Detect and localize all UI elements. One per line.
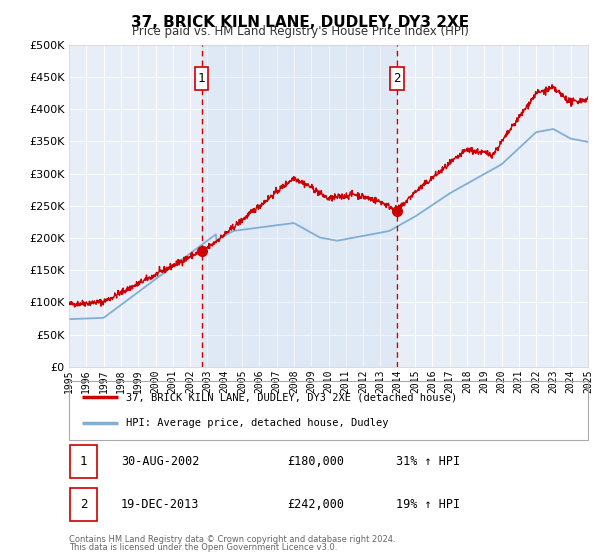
FancyBboxPatch shape [391, 67, 404, 90]
Text: £180,000: £180,000 [287, 455, 344, 468]
Text: 19% ↑ HPI: 19% ↑ HPI [396, 498, 460, 511]
Text: 37, BRICK KILN LANE, DUDLEY, DY3 2XE (detached house): 37, BRICK KILN LANE, DUDLEY, DY3 2XE (de… [126, 392, 457, 402]
Text: 1: 1 [80, 455, 87, 468]
Bar [202, 45, 397, 367]
Text: This data is licensed under the Open Government Licence v3.0.: This data is licensed under the Open Gov… [69, 543, 337, 552]
Text: 2: 2 [393, 72, 401, 85]
Text: HPI: Average price, detached house, Dudley: HPI: Average price, detached house, Dudl… [126, 418, 389, 428]
Text: 2: 2 [80, 498, 87, 511]
Text: 19-DEC-2013: 19-DEC-2013 [121, 498, 199, 511]
Text: £242,000: £242,000 [287, 498, 344, 511]
FancyBboxPatch shape [70, 488, 97, 521]
Text: 37, BRICK KILN LANE, DUDLEY, DY3 2XE: 37, BRICK KILN LANE, DUDLEY, DY3 2XE [131, 15, 469, 30]
Text: 30-AUG-2002: 30-AUG-2002 [121, 455, 199, 468]
Text: Price paid vs. HM Land Registry's House Price Index (HPI): Price paid vs. HM Land Registry's House … [131, 25, 469, 38]
Text: Contains HM Land Registry data © Crown copyright and database right 2024.: Contains HM Land Registry data © Crown c… [69, 535, 395, 544]
Text: 1: 1 [198, 72, 205, 85]
FancyBboxPatch shape [70, 445, 97, 478]
Text: 31% ↑ HPI: 31% ↑ HPI [396, 455, 460, 468]
FancyBboxPatch shape [195, 67, 208, 90]
